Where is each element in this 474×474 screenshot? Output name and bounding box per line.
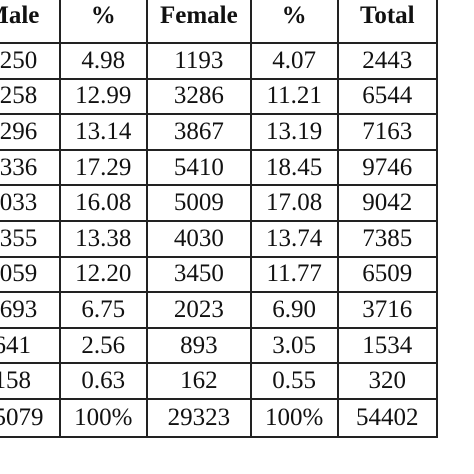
cell-female-percent: 3.05 bbox=[249, 326, 339, 365]
cell-male-percent: 13.38 bbox=[58, 219, 148, 258]
cell-male-percent: 17.29 bbox=[58, 148, 148, 187]
table-row: 4336 17.29 5410 18.45 9746 bbox=[0, 148, 439, 187]
cell-total: 7163 bbox=[336, 113, 439, 151]
cell-female: 3867 bbox=[145, 113, 252, 151]
cell-female: 5009 bbox=[145, 184, 252, 222]
cell-female: 3286 bbox=[145, 77, 252, 116]
header-total: Total bbox=[336, 0, 439, 44]
cell-male: 3296 bbox=[0, 113, 61, 151]
cell-female-percent: 6.90 bbox=[249, 291, 339, 329]
table-row: 3296 13.14 3867 13.19 7163 bbox=[0, 113, 439, 151]
cell-male: 4033 bbox=[0, 184, 61, 222]
cell-total: 7385 bbox=[336, 219, 439, 258]
header-row: Male % Female % Total bbox=[0, 0, 439, 44]
cell-male-percent: 4.98 bbox=[58, 42, 148, 80]
cell-male-percent: 12.99 bbox=[58, 77, 148, 116]
cell-female: 893 bbox=[145, 326, 252, 365]
cell-female-percent: 11.21 bbox=[249, 77, 339, 116]
cell-female: 4030 bbox=[145, 219, 252, 258]
grand-total: 54402 bbox=[336, 397, 439, 438]
cell-total: 1534 bbox=[336, 326, 439, 365]
cell-female-percent: 17.08 bbox=[249, 184, 339, 222]
cell-female-percent: 13.74 bbox=[249, 219, 339, 258]
cell-male: 3355 bbox=[0, 219, 61, 258]
total-male-percent: 100% bbox=[58, 397, 148, 438]
cell-total: 3716 bbox=[336, 291, 439, 329]
cell-male-percent: 13.14 bbox=[58, 113, 148, 151]
total-male: 25079 bbox=[0, 397, 61, 438]
total-female: 29323 bbox=[145, 397, 252, 438]
cell-male: 1693 bbox=[0, 291, 61, 329]
total-female-percent: 100% bbox=[249, 397, 339, 438]
population-table: Male % Female % Total 1250 4.98 1193 4.0… bbox=[0, 0, 439, 438]
header-male: Male bbox=[0, 0, 61, 44]
cell-total: 6544 bbox=[336, 77, 439, 116]
table-row: 1250 4.98 1193 4.07 2443 bbox=[0, 42, 439, 80]
cell-male-percent: 2.56 bbox=[58, 326, 148, 365]
cell-total: 6509 bbox=[336, 255, 439, 294]
cell-female: 5410 bbox=[145, 148, 252, 187]
cell-male: 158 bbox=[0, 362, 61, 400]
cell-female-percent: 11.77 bbox=[249, 255, 339, 294]
cell-male: 1250 bbox=[0, 42, 61, 80]
table-row: 641 2.56 893 3.05 1534 bbox=[0, 326, 439, 365]
cell-male: 641 bbox=[0, 326, 61, 365]
totals-row: 25079 100% 29323 100% 54402 bbox=[0, 397, 439, 438]
cell-female: 3450 bbox=[145, 255, 252, 294]
cell-total: 9042 bbox=[336, 184, 439, 222]
cell-male-percent: 0.63 bbox=[58, 362, 148, 400]
cell-female: 2023 bbox=[145, 291, 252, 329]
cell-total: 320 bbox=[336, 362, 439, 400]
table-row: 4033 16.08 5009 17.08 9042 bbox=[0, 184, 439, 222]
cell-male-percent: 16.08 bbox=[58, 184, 148, 222]
cell-female-percent: 18.45 bbox=[249, 148, 339, 187]
header-male-percent: % bbox=[58, 0, 148, 44]
cell-male-percent: 12.20 bbox=[58, 255, 148, 294]
table-row: 158 0.63 162 0.55 320 bbox=[0, 362, 439, 400]
cell-female-percent: 0.55 bbox=[249, 362, 339, 400]
header-female: Female bbox=[145, 0, 252, 44]
cell-male: 4336 bbox=[0, 148, 61, 187]
table-row: 1693 6.75 2023 6.90 3716 bbox=[0, 291, 439, 329]
table-row: 3059 12.20 3450 11.77 6509 bbox=[0, 255, 439, 294]
cell-male: 3059 bbox=[0, 255, 61, 294]
cell-male-percent: 6.75 bbox=[58, 291, 148, 329]
header-female-percent: % bbox=[249, 0, 339, 44]
cell-total: 2443 bbox=[336, 42, 439, 80]
cell-female-percent: 13.19 bbox=[249, 113, 339, 151]
cell-female: 1193 bbox=[145, 42, 252, 80]
table-row: 3355 13.38 4030 13.74 7385 bbox=[0, 219, 439, 258]
cell-female-percent: 4.07 bbox=[249, 42, 339, 80]
cell-total: 9746 bbox=[336, 148, 439, 187]
cell-female: 162 bbox=[145, 362, 252, 400]
